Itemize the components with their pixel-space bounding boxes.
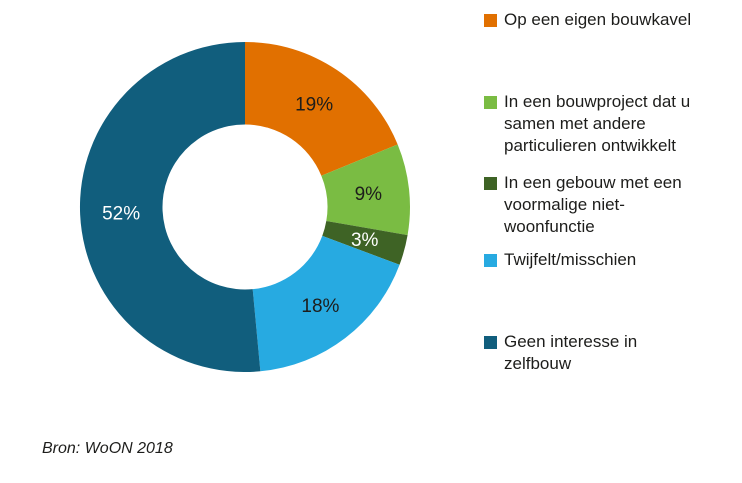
legend-swatch-icon — [484, 254, 497, 267]
legend: Op een eigen bouwkavel In een bouwproject… — [484, 0, 734, 483]
legend-item-4: Twijfelt/misschien — [484, 249, 636, 271]
legend-label-5: Geen interesse in zelfbouw — [504, 332, 638, 373]
slice-label-2: 9% — [355, 184, 383, 205]
legend-label-4: Twijfelt/misschien — [504, 250, 637, 269]
slice-label-3: 3% — [351, 230, 379, 251]
legend-swatch-icon — [484, 14, 497, 27]
legend-label-2: In een bouwproject dat u samen met ander… — [504, 92, 691, 155]
legend-item-1: Op een eigen bouwkavel — [484, 9, 691, 31]
legend-swatch-icon — [484, 96, 497, 109]
donut-segment-4 — [252, 235, 400, 372]
legend-label-3: In een gebouw met een voormalige niet- w… — [504, 173, 682, 236]
donut-segment-1 — [245, 42, 398, 176]
source-note: Bron: WoON 2018 — [42, 440, 173, 457]
donut-segment-2 — [321, 144, 410, 236]
donut-segment-5 — [79, 42, 261, 373]
legend-swatch-icon — [484, 336, 497, 349]
legend-label-1: Op een eigen bouwkavel — [504, 10, 692, 29]
legend-item-3: In een gebouw met een voormalige niet- w… — [484, 172, 682, 238]
slice-label-4: 18% — [301, 296, 339, 317]
slice-label-1: 19% — [295, 95, 333, 116]
legend-swatch-icon — [484, 177, 497, 190]
donut-segment-3 — [322, 221, 408, 265]
legend-item-5: Geen interesse in zelfbouw — [484, 331, 637, 375]
slice-label-5: 52% — [102, 203, 140, 224]
legend-item-2: In een bouwproject dat u samen met ander… — [484, 91, 690, 157]
